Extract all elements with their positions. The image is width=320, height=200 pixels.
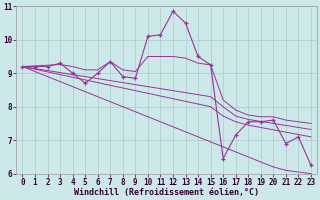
X-axis label: Windchill (Refroidissement éolien,°C): Windchill (Refroidissement éolien,°C)	[74, 188, 259, 197]
